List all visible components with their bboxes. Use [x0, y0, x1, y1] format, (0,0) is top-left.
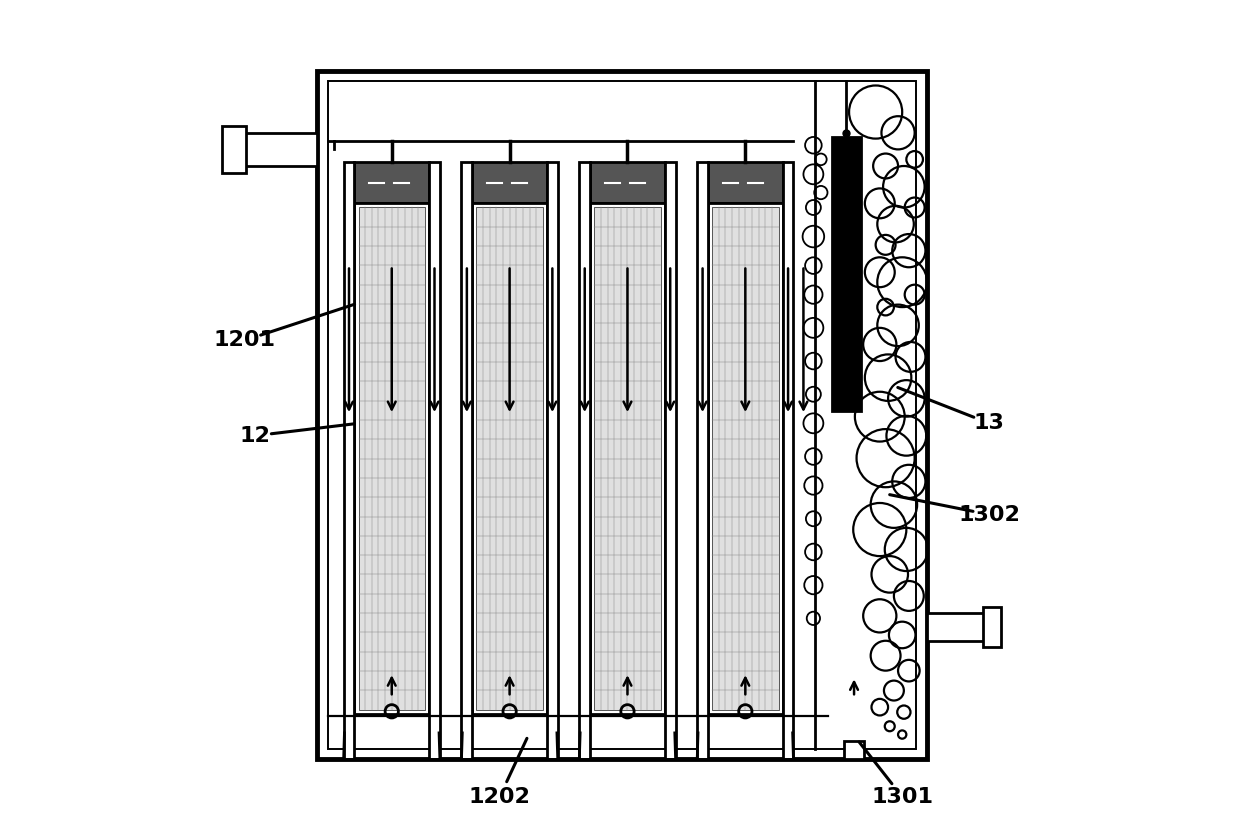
Bar: [472, 162, 547, 203]
Bar: [665, 162, 676, 759]
Bar: [579, 162, 590, 759]
Bar: [782, 162, 794, 759]
Bar: [590, 162, 665, 203]
Bar: [472, 203, 547, 714]
Bar: [317, 71, 928, 759]
Bar: [355, 203, 429, 714]
Bar: [594, 208, 661, 710]
Bar: [928, 613, 987, 641]
Text: 1202: 1202: [469, 787, 531, 807]
Text: 13: 13: [973, 413, 1004, 433]
Bar: [712, 208, 779, 710]
Bar: [429, 162, 440, 759]
Text: 1301: 1301: [872, 787, 934, 807]
Bar: [832, 137, 861, 411]
Bar: [355, 162, 429, 203]
Bar: [547, 162, 558, 759]
Bar: [708, 162, 782, 203]
Bar: [343, 162, 355, 759]
Bar: [461, 162, 472, 759]
Bar: [983, 607, 1001, 647]
Bar: [697, 162, 708, 759]
Bar: [590, 203, 665, 714]
Text: 12: 12: [239, 426, 270, 446]
Bar: [844, 741, 864, 759]
Bar: [327, 81, 916, 749]
Text: 1302: 1302: [959, 505, 1021, 525]
Bar: [242, 133, 317, 166]
Bar: [358, 208, 425, 710]
Bar: [708, 203, 782, 714]
Text: 1201: 1201: [213, 330, 275, 350]
Bar: [476, 208, 543, 710]
Bar: [222, 126, 247, 173]
